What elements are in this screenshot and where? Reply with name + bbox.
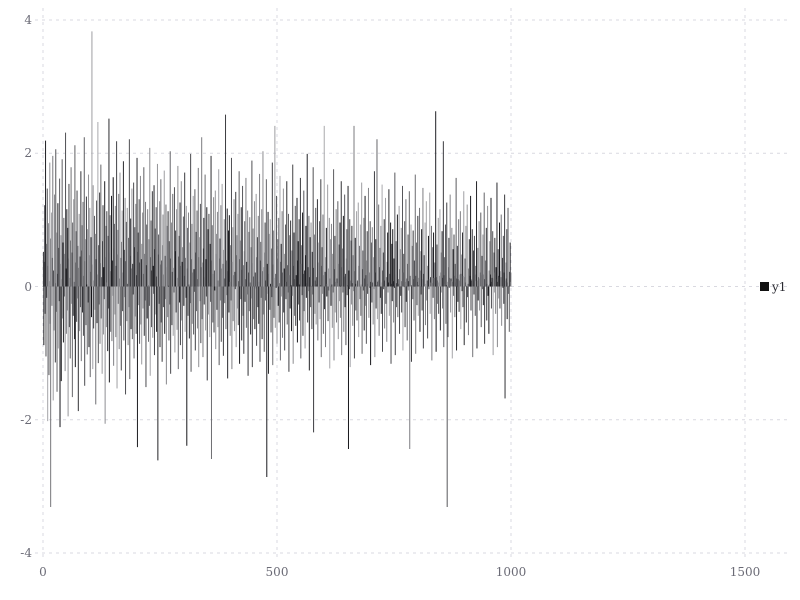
x-tick-label: 1000 (495, 565, 527, 579)
x-tick-label: 1500 (729, 565, 761, 579)
y-tick-label: 4 (24, 13, 32, 27)
x-tick-label: 500 (265, 565, 289, 579)
series-y1-impulses (42, 31, 512, 508)
y-tick-label: 2 (24, 146, 32, 161)
y-tick-label: -4 (20, 546, 32, 560)
x-tick-label: 0 (39, 565, 47, 579)
y-tick-label: 0 (24, 279, 32, 294)
legend[interactable]: y1 (760, 281, 786, 293)
legend-label-y1: y1 (772, 279, 787, 294)
y-tick-label: -2 (20, 412, 32, 427)
legend-swatch-y1 (760, 282, 769, 291)
